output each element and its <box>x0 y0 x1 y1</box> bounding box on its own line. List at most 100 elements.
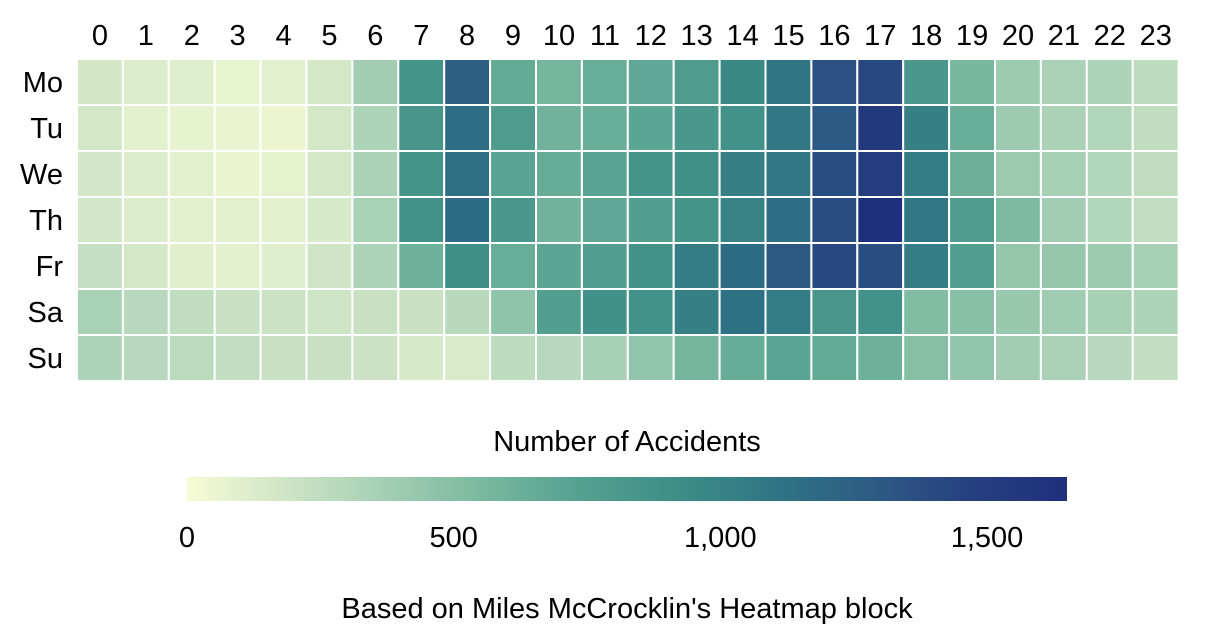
heatmap-cell <box>764 196 813 244</box>
heatmap-cell <box>580 58 629 106</box>
heatmap-cell <box>626 150 675 198</box>
heatmap-cell <box>213 242 262 290</box>
heatmap-cell <box>213 334 262 382</box>
hour-label: 17 <box>864 20 896 52</box>
heatmap-cell <box>443 104 492 152</box>
heatmap-cell <box>489 104 538 152</box>
heatmap-cell <box>1085 288 1134 336</box>
heatmap-cell <box>672 104 721 152</box>
heatmap-cell <box>902 242 951 290</box>
heatmap-cell <box>580 196 629 244</box>
heatmap-cell <box>1039 150 1088 198</box>
heatmap-cell <box>1131 58 1180 106</box>
heatmap-cell <box>1131 288 1180 336</box>
heatmap-cell <box>764 288 813 336</box>
heatmap-cell <box>489 334 538 382</box>
heatmap-cell <box>1131 196 1180 244</box>
heatmap-cell <box>948 242 996 290</box>
hour-label: 6 <box>367 20 383 52</box>
heatmap-cell <box>535 104 583 152</box>
heatmap-cell <box>718 196 767 244</box>
heatmap-cell <box>489 150 538 198</box>
heatmap-cell <box>902 104 951 152</box>
day-label: Su <box>28 343 63 375</box>
heatmap-cell <box>994 58 1042 106</box>
heatmap-cell <box>397 58 446 106</box>
heatmap-cell <box>764 242 813 290</box>
heatmap-cell <box>443 242 492 290</box>
heatmap-cell <box>213 196 262 244</box>
day-label: Mo <box>23 67 63 99</box>
heatmap-cell <box>856 242 905 290</box>
heatmap-cell <box>351 150 400 198</box>
legend-tick-label: 500 <box>430 522 478 554</box>
hour-label: 10 <box>543 20 575 52</box>
heatmap-cell <box>580 104 629 152</box>
heatmap-cells <box>76 58 1180 382</box>
heatmap-cell <box>580 288 629 336</box>
legend-tick-label: 1,500 <box>951 522 1024 554</box>
hour-label: 23 <box>1140 20 1172 52</box>
heatmap-cell <box>1039 242 1088 290</box>
day-label: Fr <box>36 251 64 283</box>
day-label: Sa <box>28 297 64 329</box>
heatmap-cell <box>259 150 308 198</box>
heatmap-cell <box>764 334 813 382</box>
heatmap-cell <box>580 334 629 382</box>
heatmap-cell <box>76 58 124 106</box>
heatmap-cell <box>489 242 538 290</box>
heatmap-cell <box>1085 334 1134 382</box>
hour-label: 21 <box>1048 20 1080 52</box>
heatmap-cell <box>1039 334 1088 382</box>
heatmap-cell <box>994 334 1042 382</box>
heatmap-cell <box>535 196 583 244</box>
heatmap-cell <box>167 242 216 290</box>
heatmap-cell <box>718 288 767 336</box>
heatmap-cell <box>1039 58 1088 106</box>
heatmap-cell <box>1085 242 1134 290</box>
heatmap-cell <box>259 58 308 106</box>
heatmap-cell <box>213 104 262 152</box>
heatmap-cell <box>672 242 721 290</box>
heatmap-cell <box>489 196 538 244</box>
heatmap-cell <box>718 58 767 106</box>
heatmap-cell <box>76 196 124 244</box>
heatmap-cell <box>351 242 400 290</box>
hour-label: 7 <box>413 20 429 52</box>
heatmap-cell <box>672 58 721 106</box>
heatmap-cell <box>535 242 583 290</box>
heatmap-cell <box>167 288 216 336</box>
heatmap-cell <box>810 334 859 382</box>
heatmap-cell <box>305 242 354 290</box>
heatmap-cell <box>810 242 859 290</box>
heatmap-cell <box>76 104 124 152</box>
heatmap-cell <box>397 150 446 198</box>
hour-label: 0 <box>92 20 108 52</box>
heatmap-cell <box>167 104 216 152</box>
heatmap-cell <box>351 334 400 382</box>
heatmap-cell <box>397 288 446 336</box>
heatmap-cell <box>259 288 308 336</box>
heatmap-cell <box>626 334 675 382</box>
heatmap-cell <box>167 334 216 382</box>
heatmap-cell <box>994 150 1042 198</box>
heatmap-cell <box>948 334 996 382</box>
heatmap-cell <box>994 288 1042 336</box>
heatmap-cell <box>1085 104 1134 152</box>
heatmap-cell <box>535 58 583 106</box>
heatmap-cell <box>1131 334 1180 382</box>
heatmap-cell <box>994 196 1042 244</box>
heatmap-cell <box>580 150 629 198</box>
day-labels: Mo Tu We Th Fr Sa Su <box>20 67 64 375</box>
heatmap-cell <box>856 58 905 106</box>
heatmap-cell <box>902 150 951 198</box>
heatmap-cell <box>626 58 675 106</box>
heatmap-cell <box>948 58 996 106</box>
hour-label: 22 <box>1094 20 1126 52</box>
heatmap-cell <box>443 150 492 198</box>
heatmap-cell <box>902 58 951 106</box>
heatmap-cell <box>213 150 262 198</box>
heatmap-cell <box>443 334 492 382</box>
heatmap-cell <box>305 288 354 336</box>
heatmap-cell <box>580 242 629 290</box>
